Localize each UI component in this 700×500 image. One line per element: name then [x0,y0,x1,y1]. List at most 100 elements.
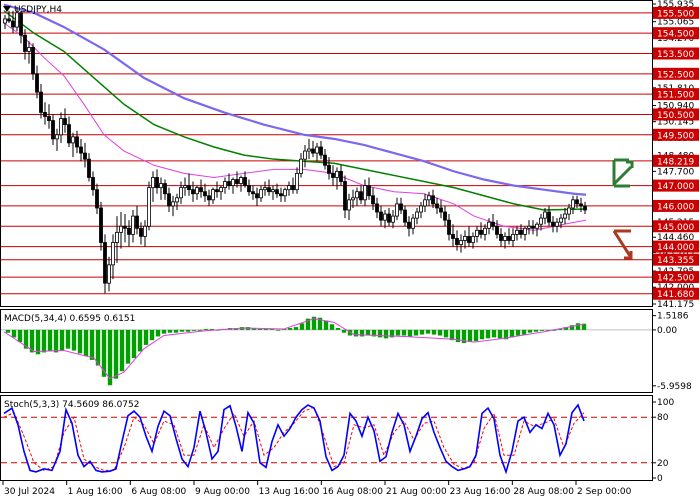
candle [523,226,527,241]
macd-bar [563,327,569,330]
candle [123,214,127,243]
candle [531,220,535,235]
macd-bar [497,329,503,339]
macd-bar [167,329,173,333]
candle [19,10,23,44]
candle [311,140,315,158]
macd-bar [41,329,47,353]
candle [543,207,547,225]
macd-bar [125,329,131,364]
macd-bar [11,329,17,338]
candle [31,43,35,80]
macd-bar [365,329,371,336]
candle [351,189,355,208]
candle [339,165,343,186]
candle [127,220,131,247]
candle [211,187,215,204]
macd-bar [143,329,149,345]
macd-bar [467,329,473,343]
candle [559,214,563,229]
macd-bar [107,329,113,386]
price-level-label: 154.500 [657,30,694,40]
macd-bar [179,329,185,332]
candle [403,205,407,227]
candle [383,209,387,229]
candle [571,195,575,215]
down-arrow-icon [612,229,633,260]
macd-bar [311,316,317,330]
macd-axis: 1.5186 0.00 -5.9598 [652,312,692,392]
candle [307,138,311,160]
macd-bar [539,329,545,331]
macd-label: MACD(5,34,4) 0.6595 0.6151 [4,314,135,324]
candle [115,216,119,263]
candle [411,214,415,235]
price-level-tag [653,27,699,40]
macd-bar [455,329,461,343]
macd-bar [59,329,65,351]
macd-bar [23,329,29,349]
price-tick-label: 147.700 [657,167,694,177]
price-tick-label: 155.065 [657,18,694,28]
candle [55,128,59,152]
price-level-label: 144.000 [657,243,694,253]
candle [203,183,207,202]
candle [439,199,443,219]
macd-bar [71,329,77,351]
macd-bar [437,329,443,336]
candle [379,205,383,227]
macd-bar [95,329,101,366]
candle [71,132,75,158]
candle [463,230,467,249]
candle [199,179,203,198]
candle [75,130,79,154]
candle [267,179,271,196]
macd-bar [371,329,377,337]
price-level-label: 152.500 [657,70,694,80]
price-level-label: 153.500 [657,50,694,60]
macd-bar [47,329,53,352]
macd-bar [83,329,89,357]
macd-bar [401,329,407,336]
candle [219,185,223,200]
up-arrow-icon [612,158,634,188]
candle [271,185,275,200]
candle [131,209,135,243]
candle [287,181,291,196]
candle [367,177,371,200]
candle [575,195,579,208]
dropdown-triangle-icon[interactable] [3,6,11,12]
candle [299,153,303,178]
candle [151,171,155,202]
price-level-tag [653,220,699,233]
time-tick-label: 9 Aug 00:00 [195,487,250,497]
candle [375,197,379,219]
candle [447,214,451,241]
candle [315,142,319,162]
price-level-tag [653,271,699,284]
candle [175,193,179,210]
price-level-tag [653,128,699,141]
macd-bar [89,329,95,360]
price-level-label: 148.219 [657,157,694,167]
candle [275,183,279,198]
macd-bar [509,329,515,338]
macd-bar [503,329,509,340]
candle [103,234,107,294]
moving-averages [3,3,587,231]
price-level-tag [653,67,699,80]
candle [295,167,299,194]
stoch-signal-line [3,406,585,471]
price-pane-frame [0,0,653,307]
price-tick-label: 141.175 [657,300,694,310]
candle [119,212,123,249]
macd-bar [485,329,491,339]
candle [443,205,447,227]
price-level-label: 145.000 [657,223,694,233]
candle [415,207,419,225]
candle [503,232,507,249]
candle [231,177,235,194]
macd-tick-label: 1.5186 [657,312,689,322]
candle [3,14,7,30]
price-level-tag [653,179,699,192]
